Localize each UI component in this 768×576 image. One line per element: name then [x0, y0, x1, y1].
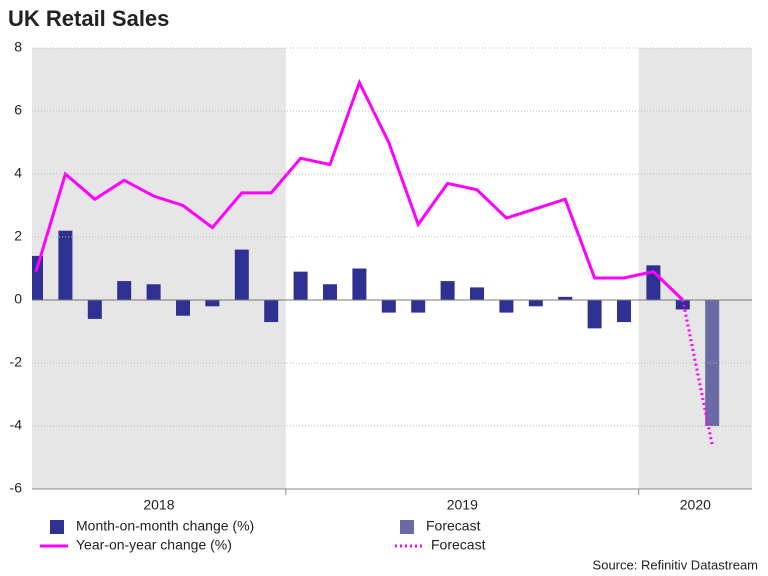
bar [470, 287, 484, 300]
bar [499, 300, 514, 313]
bar [176, 300, 190, 316]
bar [205, 300, 220, 307]
legend-label: Forecast [426, 518, 481, 534]
y-tick-label: -2 [10, 354, 23, 370]
bar [293, 271, 308, 300]
y-tick-label: 2 [14, 228, 22, 244]
y-tick-label: 8 [14, 39, 22, 55]
legend-swatch [50, 520, 64, 534]
bar [381, 300, 396, 313]
bar [528, 300, 543, 307]
bar [705, 300, 720, 426]
bar [58, 230, 73, 300]
y-tick-label: -6 [10, 480, 23, 496]
x-period-label: 2020 [680, 497, 711, 513]
bar [234, 249, 249, 300]
legend-label: Month-on-month change (%) [76, 518, 254, 534]
legend-label: Year-on-year change (%) [76, 537, 232, 553]
x-period-label: 2019 [447, 497, 478, 513]
bar [264, 300, 279, 323]
y-tick-label: -4 [10, 417, 23, 433]
y-tick-label: 0 [14, 291, 22, 307]
legend-label: Forecast [431, 537, 486, 553]
bar [411, 300, 426, 313]
bar [440, 281, 455, 300]
legend-swatch [400, 520, 414, 534]
bar [146, 284, 161, 300]
chart-title: UK Retail Sales [8, 6, 169, 31]
bar [32, 255, 43, 300]
x-period-label: 2018 [143, 497, 174, 513]
y-tick-label: 6 [14, 102, 22, 118]
bar [675, 300, 690, 310]
bar [617, 300, 631, 323]
source: Source: Refinitiv Datastream [593, 557, 758, 572]
plot [32, 48, 752, 489]
bar [323, 284, 337, 300]
y-tick-label: 4 [14, 165, 22, 181]
bar [87, 300, 102, 319]
line [34, 78, 684, 302]
bar [117, 281, 132, 300]
bar [558, 296, 573, 300]
bar [352, 268, 367, 300]
bar [587, 300, 602, 329]
